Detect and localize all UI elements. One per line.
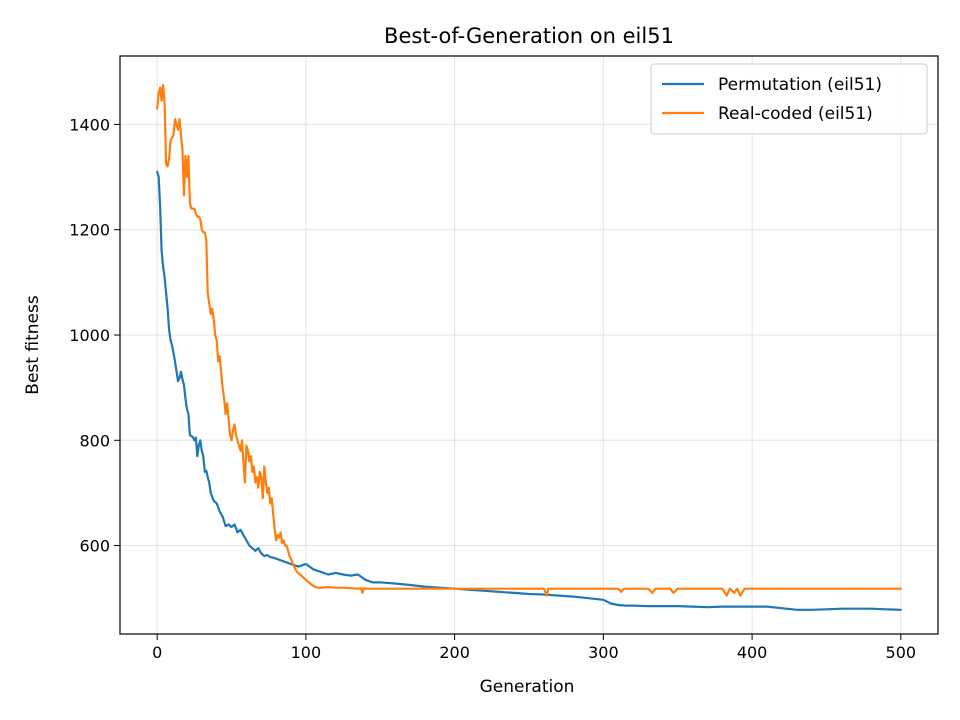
plot-frame xyxy=(119,55,939,635)
series-layer xyxy=(156,83,902,611)
legend-label-real-coded: Real-coded (eil51) xyxy=(718,104,873,124)
legend-label-permutation: Permutation (eil51) xyxy=(718,75,882,95)
y-tick-label: 1000 xyxy=(69,326,110,345)
y-tick-label: 1400 xyxy=(69,115,110,134)
legend: Permutation (eil51) Real-coded (eil51) xyxy=(650,63,928,135)
x-axis: 0 100 200 300 400 500 xyxy=(152,634,916,662)
chart-title: Best-of-Generation on eil51 xyxy=(384,24,674,48)
x-tick-label: 200 xyxy=(439,643,470,662)
x-tick-label: 0 xyxy=(152,643,162,662)
y-tick-label: 800 xyxy=(79,431,110,450)
y-tick-label: 600 xyxy=(79,537,110,556)
y-axis: 600 800 1000 1200 1400 xyxy=(69,115,120,556)
legend-box xyxy=(650,63,928,135)
y-tick-label: 1200 xyxy=(69,221,110,240)
x-axis-title: Generation xyxy=(480,677,575,697)
x-tick-label: 100 xyxy=(291,643,322,662)
x-tick-label: 400 xyxy=(737,643,768,662)
series-line-real-coded xyxy=(156,83,902,597)
y-axis-title: Best fitness xyxy=(23,295,43,395)
x-tick-label: 300 xyxy=(588,643,619,662)
series-line-permutation xyxy=(156,170,902,611)
x-tick-label: 500 xyxy=(886,643,917,662)
